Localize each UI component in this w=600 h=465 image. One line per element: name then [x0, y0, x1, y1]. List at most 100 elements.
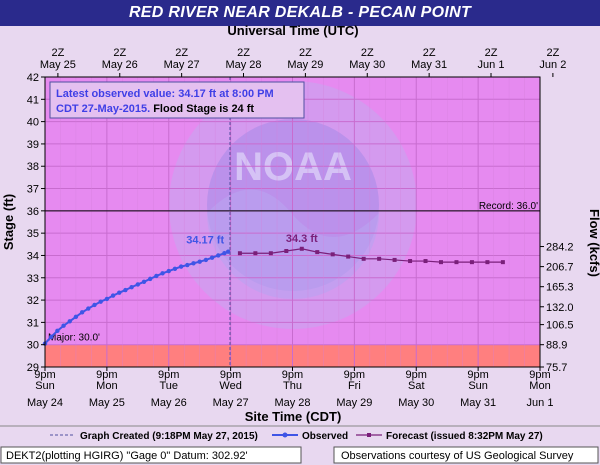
y-tick-label: 42 — [27, 72, 39, 84]
observed-point — [191, 261, 196, 266]
top-tick-date: May 29 — [287, 59, 323, 71]
bottom-tick-day: Thu — [283, 380, 302, 392]
footer-datum-box — [0, 446, 302, 464]
observed-point — [178, 264, 184, 269]
bottom-tick-time: 9pm — [34, 369, 55, 381]
top-tick-hour: 2Z — [51, 47, 64, 59]
bottom-tick-date: Jun 1 — [527, 397, 554, 409]
flow-tick-label: 106.5 — [546, 320, 574, 332]
info-date: CDT 27-May-2015. — [56, 103, 150, 115]
bottom-tick-day: Sun — [35, 380, 55, 392]
observed-point — [79, 310, 85, 315]
top-tick-hour: 2Z — [546, 47, 559, 59]
forecast-point — [346, 254, 351, 259]
forecast-point — [454, 260, 459, 265]
flow-tick-label: 284.2 — [546, 242, 574, 254]
bottom-tick-time: 9pm — [282, 369, 303, 381]
y-tick-label: 36 — [27, 206, 39, 218]
observed-point — [92, 302, 97, 308]
top-tick-date: May 30 — [349, 59, 385, 71]
observed-point — [48, 334, 54, 340]
observed-point — [203, 257, 209, 263]
bottom-axis-title: Site Time (CDT) — [245, 409, 342, 424]
bottom-tick-day: Mon — [529, 380, 550, 392]
bottom-tick-time: 9pm — [344, 369, 365, 381]
forecast-point — [330, 252, 335, 257]
y-tick-label: 29 — [27, 362, 39, 374]
observed-point — [55, 328, 60, 334]
observed-point — [172, 266, 178, 272]
observed-point — [197, 259, 202, 264]
top-tick-hour: 2Z — [361, 47, 374, 59]
observed-point — [185, 262, 190, 268]
bottom-tick-date: May 24 — [27, 397, 63, 409]
chart-title: RED RIVER NEAR DEKALB - PECAN POINT — [128, 4, 472, 21]
observed-point — [160, 271, 165, 276]
flow-tick-label: 75.7 — [546, 362, 567, 374]
observed-latest-label: 34.17 ft — [186, 235, 224, 247]
observed-point — [86, 306, 91, 311]
bottom-tick-day: Wed — [219, 380, 241, 392]
left-axis-title: Stage (ft) — [1, 194, 16, 250]
y-tick-label: 40 — [27, 117, 39, 129]
observed-point — [73, 314, 79, 320]
forecast-point — [299, 246, 304, 251]
legend-observed-marker — [282, 432, 288, 438]
top-tick-date: May 27 — [164, 59, 200, 71]
info-box — [49, 81, 305, 119]
legend-created-label: Graph Created (9:18PM May 27, 2015) — [80, 431, 258, 442]
observed-point — [209, 255, 215, 260]
flow-tick-label: 88.9 — [546, 340, 567, 352]
forecast-point — [284, 249, 289, 253]
forecast-point — [408, 259, 413, 264]
top-tick-hour: 2Z — [175, 47, 188, 59]
observed-point — [135, 282, 141, 287]
footer-datum: DEKT2(plotting HGIRG) "Gage 0" Datum: 30… — [6, 450, 248, 462]
observed-point — [98, 299, 103, 304]
footer-credit-box — [333, 446, 599, 464]
bottom-tick-day: Mon — [96, 380, 117, 392]
y-tick-label: 39 — [27, 139, 39, 151]
right-axis-title: Flow (kcfs) — [587, 209, 600, 277]
y-tick-label: 35 — [27, 228, 39, 240]
top-axis-title: Universal Time (UTC) — [227, 23, 358, 38]
observed-point — [129, 284, 134, 290]
y-tick-label: 34 — [27, 250, 39, 262]
top-tick-hour: 2Z — [423, 47, 436, 59]
observed-point — [141, 279, 147, 284]
bottom-tick-date: May 25 — [89, 397, 125, 409]
bottom-tick-time: 9pm — [529, 369, 550, 381]
observed-point — [67, 319, 72, 324]
top-tick-date: May 31 — [411, 59, 447, 71]
top-tick-date: Jun 1 — [478, 59, 505, 71]
top-tick-hour: 2Z — [299, 47, 312, 59]
top-tick-date: Jun 2 — [539, 59, 566, 71]
y-tick-label: 31 — [27, 317, 39, 329]
bottom-tick-time: 9pm — [406, 369, 427, 381]
forecast-point — [392, 257, 397, 262]
bottom-tick-date: May 29 — [336, 397, 372, 409]
major-threshold-label: Major: 30.0' — [48, 333, 100, 344]
forecast-peak-label: 34.3 ft — [286, 233, 318, 245]
bottom-tick-date: May 30 — [398, 397, 434, 409]
title-banner — [0, 0, 600, 26]
forecast-point — [361, 256, 366, 261]
forecast-point — [439, 260, 443, 265]
info-line-2: CDT 27-May-2015. Flood Stage is 24 ft — [56, 103, 254, 115]
bottom-tick-day: Tue — [159, 380, 178, 392]
bottom-tick-time: 9pm — [96, 369, 117, 381]
bottom-tick-time: 9pm — [158, 369, 179, 381]
forecast-point — [268, 251, 273, 256]
bottom-tick-time: 9pm — [467, 369, 488, 381]
bottom-tick-day: Fri — [348, 380, 361, 392]
bottom-tick-day: Sun — [468, 380, 488, 392]
observed-point — [61, 323, 66, 328]
y-tick-label: 33 — [27, 273, 39, 285]
bottom-tick-date: May 31 — [460, 397, 496, 409]
forecast-point — [237, 251, 242, 256]
top-tick-date: May 28 — [225, 59, 261, 71]
forecast-point — [500, 260, 505, 265]
info-line-1: Latest observed value: 34.17 ft at 8:00 … — [56, 88, 274, 100]
